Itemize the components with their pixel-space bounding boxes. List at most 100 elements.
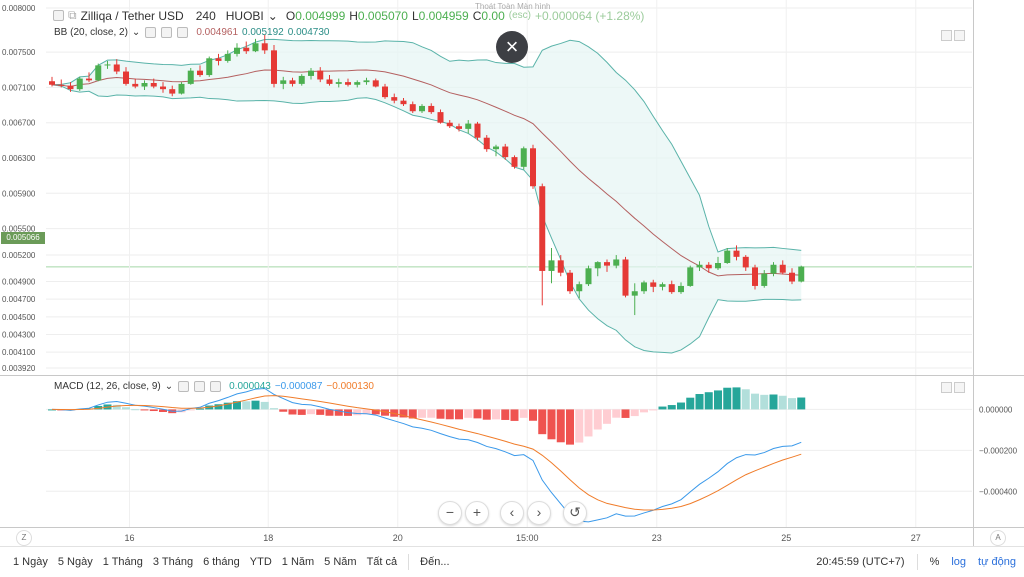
range-button[interactable]: YTD	[249, 556, 272, 568]
pane-up-icon[interactable]	[941, 382, 952, 393]
macd-histogram-bar	[649, 409, 658, 411]
candle-body	[298, 75, 305, 84]
macd-histogram-bar	[510, 409, 519, 421]
auto-scale-a-icon[interactable]: A	[990, 530, 1006, 546]
candle-body	[474, 123, 481, 138]
candle-body	[557, 260, 564, 273]
log-toggle[interactable]: log	[951, 556, 967, 568]
candle-body	[76, 78, 83, 90]
macd-histogram-bar	[196, 408, 204, 410]
time-tick-label: 23	[652, 533, 662, 543]
candle-body	[724, 250, 731, 263]
candle-body	[733, 250, 740, 257]
visibility-icon[interactable]	[194, 381, 206, 392]
pane-maximize-icon[interactable]	[954, 382, 965, 393]
range-button[interactable]: 5 Ngày	[57, 556, 93, 568]
low-value: 0.004959	[418, 8, 469, 23]
candle-body	[502, 146, 509, 158]
interval-value[interactable]: 240	[195, 8, 216, 23]
macd-tick-label: 0.000000	[979, 405, 1013, 414]
collapse-icon[interactable]	[53, 10, 64, 21]
macd-histogram-bar	[473, 409, 482, 419]
candle-body	[428, 105, 435, 113]
low-label: L	[411, 8, 419, 23]
macd-label[interactable]: MACD (12, 26, close, 9)	[54, 381, 161, 392]
time-tick-label: 15:00	[516, 533, 539, 543]
candle-body	[391, 97, 398, 101]
exchange-name[interactable]: HUOBI	[225, 8, 264, 23]
signal-line-value: −0.000130	[326, 381, 374, 392]
settings-icon[interactable]	[178, 381, 190, 392]
remove-icon[interactable]	[177, 27, 189, 38]
goto-button[interactable]: Đến...	[420, 556, 450, 568]
candle-body	[243, 47, 250, 52]
macd-histogram-bar	[788, 398, 796, 410]
zoom-in-icon[interactable]: +	[465, 501, 489, 525]
bb-label[interactable]: BB (20, close, 2)	[54, 27, 128, 38]
macd-tick-label: −0.000200	[979, 446, 1018, 455]
macd-histogram-bar	[159, 409, 167, 413]
close-icon[interactable]: ×	[496, 31, 528, 63]
percent-toggle[interactable]: %	[929, 556, 940, 568]
range-button[interactable]: 1 Tháng	[102, 556, 143, 568]
candle-body	[317, 70, 324, 80]
candle-body	[419, 105, 425, 112]
pane-down-icon[interactable]	[941, 30, 952, 41]
macd-histogram-bar	[667, 405, 676, 410]
chart-svg[interactable]: 0.008000 0.007500 0.007100 0.006700 0.006300…	[0, 0, 1024, 546]
macd-histogram-bar	[288, 409, 297, 415]
reset-icon[interactable]: ↺	[563, 501, 587, 525]
auto-toggle[interactable]: tự động	[978, 556, 1016, 568]
chevron-down-icon[interactable]: ⌄	[164, 381, 174, 392]
visibility-icon[interactable]	[161, 27, 173, 38]
macd-histogram-bar	[381, 409, 389, 416]
zoom-out-icon[interactable]: −	[438, 501, 462, 525]
candle-body	[613, 259, 620, 266]
close-value: 0.00	[481, 8, 505, 23]
macd-histogram-bar	[325, 409, 334, 416]
candle-body	[150, 83, 157, 87]
macd-histogram-bar	[640, 409, 648, 413]
macd-histogram-bar	[482, 409, 491, 420]
candle-body	[548, 260, 555, 271]
macd-histogram-bar	[399, 409, 408, 418]
macd-histogram-bar	[131, 409, 140, 411]
candle-body	[326, 79, 333, 84]
remove-icon[interactable]	[210, 381, 222, 392]
symbol-name[interactable]: Zilliqa / Tether USD	[80, 8, 184, 23]
pane-maximize-icon[interactable]	[954, 30, 965, 41]
candle-body	[779, 264, 786, 273]
range-button[interactable]: 1 Ngày	[13, 556, 48, 568]
exit-fullscreen-tooltip: Thoát Toàn Màn hình	[475, 2, 551, 11]
scroll-left-icon[interactable]: ‹	[500, 501, 524, 525]
macd-histogram-bar	[408, 409, 417, 419]
open-label: O	[285, 8, 296, 23]
settings-icon[interactable]	[145, 27, 157, 38]
macd-histogram-bar	[251, 400, 260, 410]
candle-body	[456, 126, 462, 129]
macd-line-value: −0.000087	[274, 381, 323, 392]
macd-histogram-bar	[797, 397, 806, 410]
range-button[interactable]: 5 Năm	[324, 556, 357, 568]
time-tick-label: 27	[911, 533, 921, 543]
range-button[interactable]: 6 tháng	[203, 556, 240, 568]
range-button[interactable]: 1 Năm	[281, 556, 315, 568]
range-button[interactable]: 3 Tháng	[152, 556, 194, 568]
range-button[interactable]: Tất cả	[366, 556, 398, 568]
candle-body	[511, 157, 518, 167]
timezone-z-icon[interactable]: Z	[16, 530, 32, 546]
price-tick-label: 0.004700	[2, 295, 36, 304]
candle-body	[123, 71, 129, 84]
candle-body	[668, 284, 675, 293]
chevron-down-icon[interactable]: ⌄	[131, 27, 141, 38]
candle-body	[752, 267, 758, 286]
chevron-down-icon[interactable]: ⌄	[267, 8, 278, 23]
price-tick-label: 0.008000	[2, 4, 36, 13]
macd-histogram-bar	[686, 397, 695, 410]
candle-body	[715, 263, 721, 269]
price-tick-label: 0.004300	[2, 330, 36, 339]
candle-body	[289, 80, 296, 84]
scroll-right-icon[interactable]: ›	[527, 501, 551, 525]
candle-body	[141, 83, 148, 87]
